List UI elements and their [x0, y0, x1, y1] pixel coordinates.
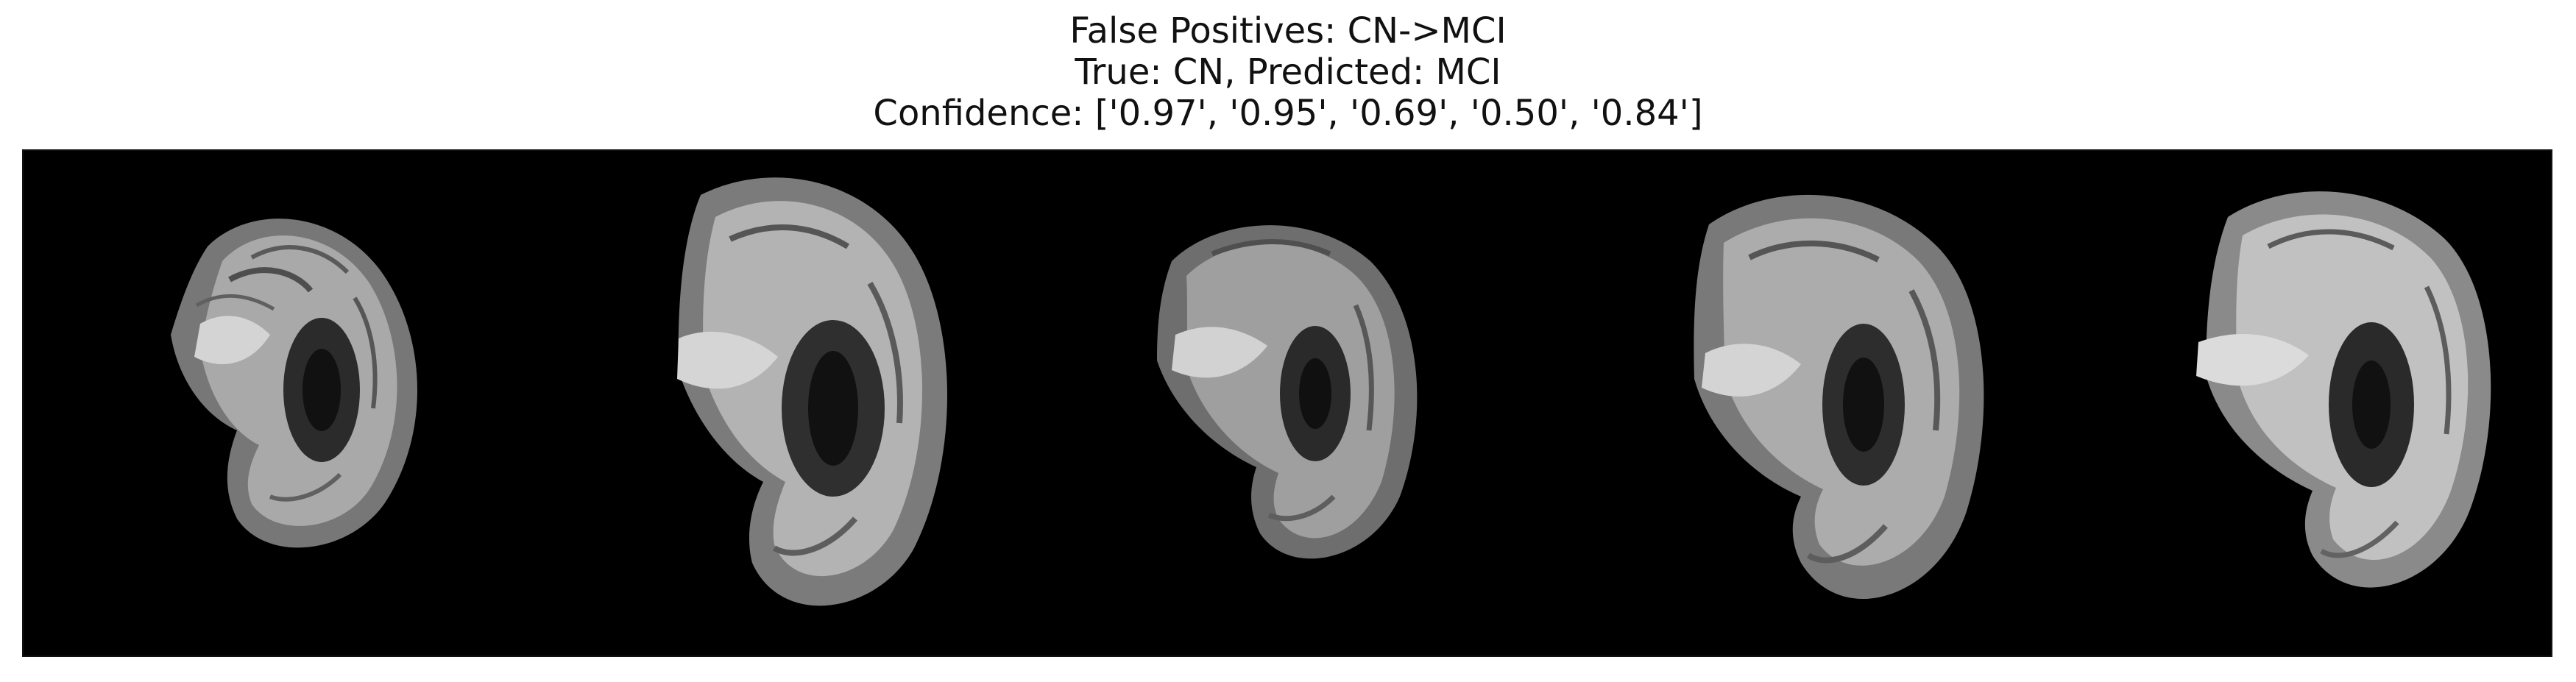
mri-slice-2 — [590, 151, 973, 656]
brain-slice-drawing — [1157, 225, 1418, 559]
mri-slice-3 — [1091, 151, 1459, 656]
title-line-3: Confidence: ['0.97', '0.95', '0.69', '0.… — [873, 93, 1703, 134]
mri-slice-4 — [1621, 151, 2003, 656]
mri-slice-1 — [119, 151, 458, 656]
brain-slice-drawing — [171, 219, 417, 548]
title-line-1: False Positives: CN->MCI — [1069, 10, 1507, 51]
mri-slice-5 — [2129, 151, 2511, 656]
title-line-2: True: CN, Predicted: MCI — [1075, 51, 1501, 93]
brain-slice-drawing — [677, 177, 947, 606]
brain-slice-drawing — [1694, 194, 1984, 600]
brain-slice-drawing — [2196, 191, 2491, 588]
mri-image-strip — [22, 149, 2552, 657]
figure-title: False Positives: CN->MCI True: CN, Predi… — [0, 10, 2576, 134]
